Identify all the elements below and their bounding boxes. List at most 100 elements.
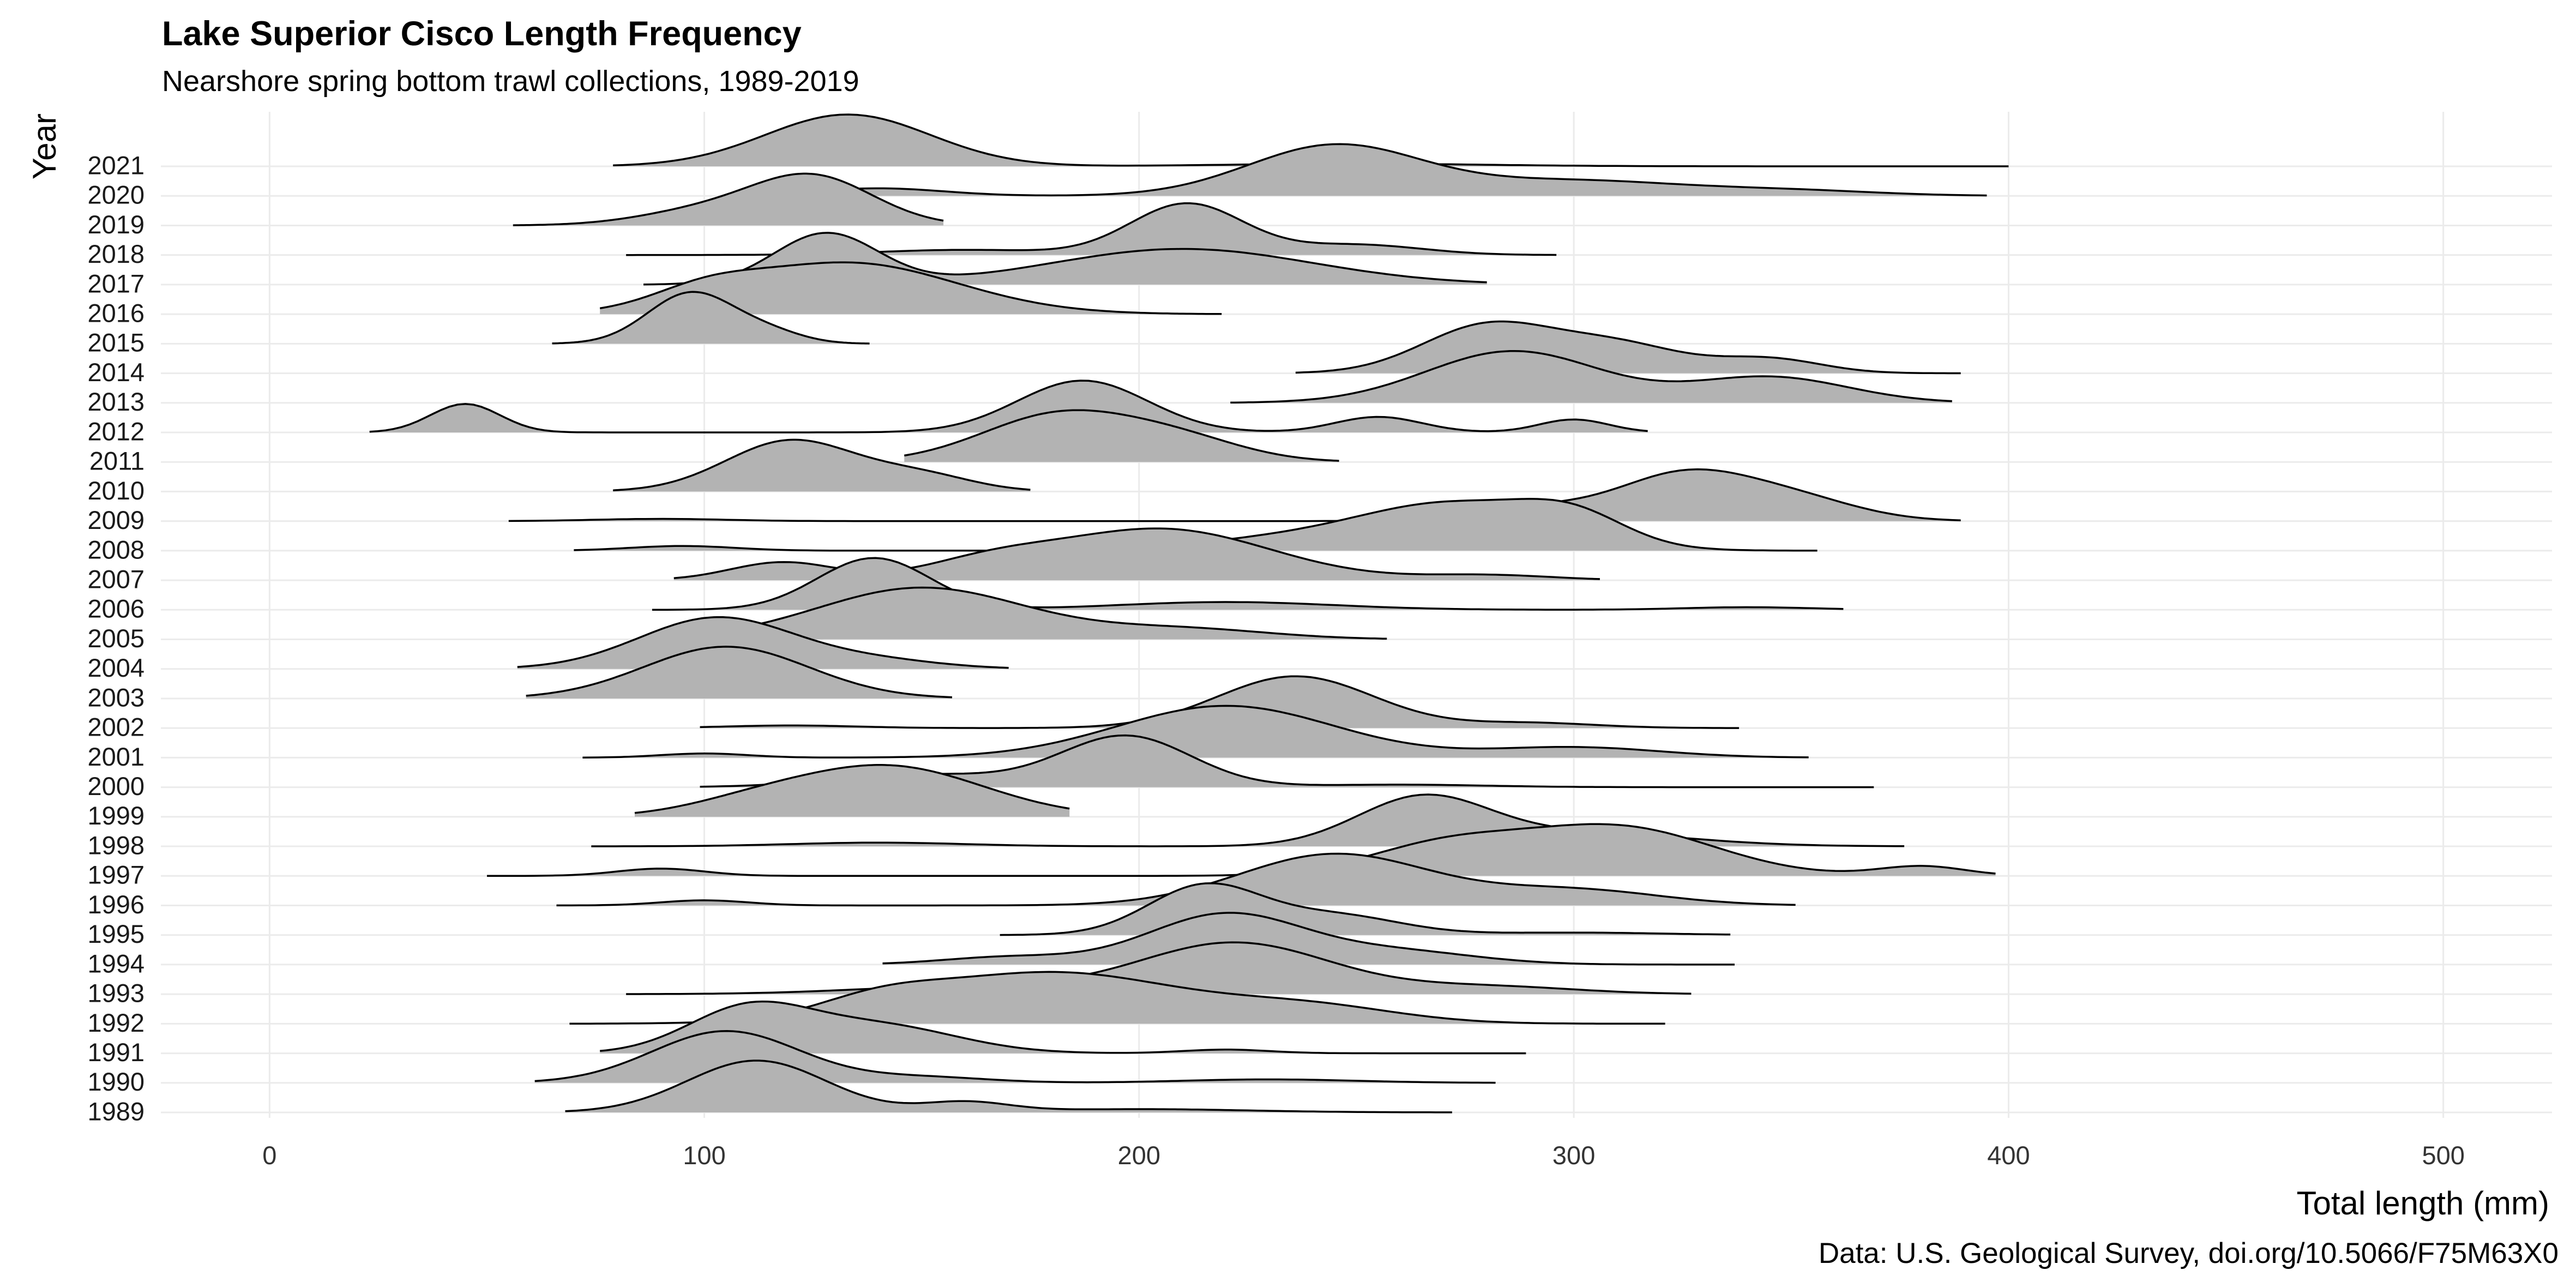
x-axis-title: Total length (mm)	[2297, 1185, 2549, 1221]
ridge-area-1994	[882, 912, 1735, 965]
ridge-line-2014	[1295, 320, 1961, 375]
y-tick-label: 2012	[87, 417, 145, 446]
ridge-line-2011	[904, 409, 1339, 462]
x-tick-label: 0	[262, 1141, 276, 1170]
y-tick-label: 2008	[87, 535, 145, 564]
ridge-line-2020	[769, 143, 1987, 197]
ridge-area-2001	[582, 706, 1809, 758]
y-tick-label: 2013	[87, 387, 145, 416]
y-tick-label: 1991	[87, 1038, 145, 1067]
y-tick-label: 2017	[87, 269, 145, 298]
y-tick-label: 2011	[89, 447, 145, 476]
ridge-area-2013	[1230, 351, 1952, 403]
ridge-area-2005	[735, 587, 1387, 640]
y-tick-label: 2010	[87, 476, 145, 505]
ridge-line-2012	[369, 380, 1648, 434]
ridge-line-2016	[599, 261, 1222, 315]
ridge-line-2004	[517, 616, 1009, 669]
y-tick-label: 1999	[87, 801, 145, 830]
y-tick-label: 2015	[87, 328, 145, 357]
y-tick-label: 2000	[87, 772, 145, 801]
ridge-line-1989	[565, 1060, 1452, 1114]
ridge-line-2001	[582, 705, 1809, 759]
ridge-area-2015	[552, 292, 870, 344]
ridge-area-2007	[673, 528, 1600, 581]
ridge-line-1994	[882, 912, 1735, 966]
ridge-area-2009	[508, 469, 1961, 521]
ridge-line-2015	[552, 291, 870, 345]
y-tick-label: 2005	[87, 624, 145, 653]
ridges	[369, 113, 2009, 1114]
y-tick-label: 2016	[87, 299, 145, 328]
ridge-area-2012	[369, 381, 1648, 432]
ridge-line-1995	[1000, 882, 1731, 936]
chart-caption: Data: U.S. Geological Survey, doi.org/10…	[1818, 1237, 2559, 1269]
ridge-line-2003	[526, 646, 953, 699]
ridge-line-2005	[735, 586, 1387, 640]
ridge-area-1999	[635, 765, 1070, 817]
y-tick-label: 2021	[87, 151, 145, 179]
y-tick-label: 2006	[87, 594, 145, 623]
x-tick-labels: 0 100 200 300 400 500	[262, 1141, 2465, 1170]
x-tick-label: 400	[1987, 1141, 2030, 1170]
chart-title: Lake Superior Cisco Length Frequency	[162, 15, 802, 53]
ridge-area-2004	[517, 617, 1009, 669]
ridge-area-2018	[626, 203, 1557, 255]
y-tick-label: 2003	[87, 683, 145, 712]
ridge-line-2006	[652, 557, 1844, 611]
y-tick-label: 1992	[87, 1008, 145, 1037]
y-tick-label: 2002	[87, 713, 145, 742]
ridge-line-1999	[634, 764, 1070, 814]
ridge-area-2016	[600, 262, 1222, 315]
ridge-area-1989	[565, 1061, 1452, 1112]
ridge-line-1991	[600, 1000, 1526, 1055]
y-axis-title: Year	[26, 113, 63, 179]
ridge-line-2017	[643, 232, 1487, 286]
x-tick-label: 100	[683, 1141, 725, 1170]
ridge-area-2003	[526, 646, 952, 699]
ridge-line-1993	[626, 941, 1692, 995]
ridge-area-1992	[569, 972, 1665, 1024]
ridge-area-2021	[613, 115, 2009, 166]
ridge-area-2014	[1295, 321, 1961, 374]
y-tick-label: 1995	[87, 919, 145, 948]
y-tick-label: 1996	[87, 890, 145, 919]
ridge-line-2019	[513, 172, 944, 226]
y-tick-label: 1998	[87, 830, 145, 859]
ridge-area-1991	[600, 1001, 1526, 1054]
ridge-line-2002	[700, 675, 1740, 729]
y-tick-label: 2018	[87, 239, 145, 268]
x-tick-label: 200	[1118, 1141, 1160, 1170]
ridge-line-2013	[1230, 350, 1952, 404]
y-tick-label: 2001	[87, 742, 145, 771]
y-tick-label: 1993	[87, 979, 145, 1008]
chart-subtitle: Nearshore spring bottom trawl collection…	[162, 65, 859, 98]
y-tick-label: 1997	[87, 860, 145, 889]
ridge-line-1990	[534, 1030, 1496, 1084]
y-tick-label: 2004	[87, 653, 145, 682]
y-tick-label: 2007	[87, 564, 145, 593]
x-tick-label: 300	[1552, 1141, 1595, 1170]
ridge-area-2010	[613, 440, 1031, 492]
ridge-area-2019	[513, 173, 944, 226]
y-tick-label: 1989	[87, 1097, 145, 1126]
ridge-area-2011	[904, 410, 1339, 462]
y-tick-label: 2019	[87, 210, 145, 239]
y-tick-label: 2009	[87, 505, 145, 534]
ridge-area-2000	[700, 735, 1874, 787]
ridge-area-1997	[487, 824, 1996, 876]
ridge-area-1996	[556, 853, 1796, 906]
y-tick-label: 2014	[87, 358, 145, 387]
ridge-line-2010	[613, 438, 1031, 491]
x-tick-label: 500	[2422, 1141, 2464, 1170]
ridge-area-2002	[700, 676, 1740, 729]
ridge-line-2007	[673, 527, 1600, 580]
gridlines	[161, 112, 2552, 1118]
ridge-line-2009	[508, 468, 1961, 522]
ridge-area-2020	[769, 144, 1987, 196]
ridge-area-2008	[574, 498, 1817, 551]
y-tick-label: 1994	[87, 949, 145, 978]
y-tick-labels: 1989199019911992199319941995199619971998…	[87, 151, 145, 1126]
y-tick-label: 1990	[87, 1067, 145, 1096]
